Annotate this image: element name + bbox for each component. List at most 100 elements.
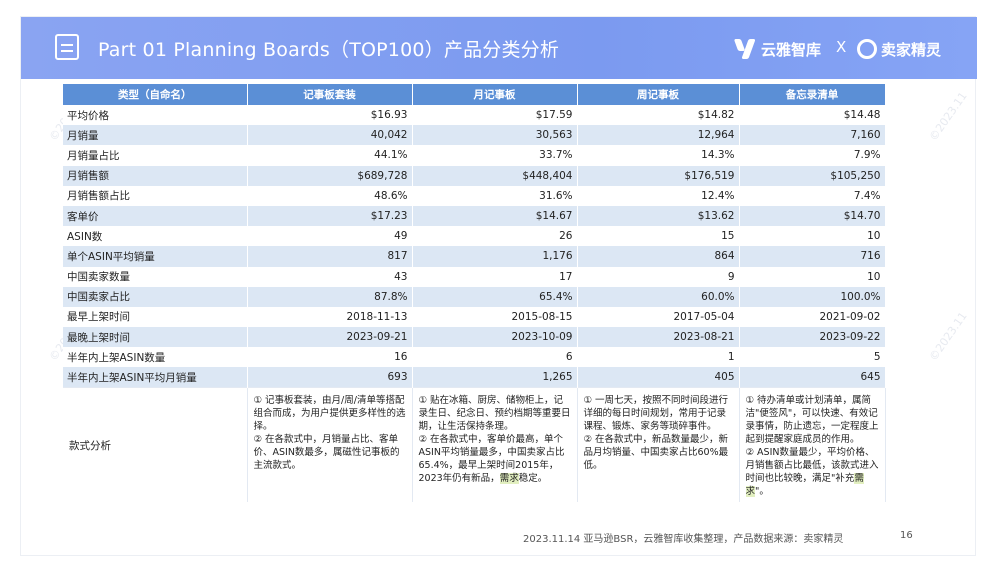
note-point: ② 在各款式中，客单价最高，单个ASIN平均销量最多，中国卖家占比65.4%，最… (419, 433, 573, 485)
table-cell: 43 (247, 266, 413, 287)
row-label: 月销售额 (63, 165, 248, 186)
table-cell: 6 (412, 347, 578, 368)
table-cell: 16 (247, 347, 413, 368)
table-cell: 645 (739, 367, 886, 388)
table-cell: 60.0% (577, 286, 740, 307)
table-cell: 405 (577, 367, 740, 388)
table-cell: $14.82 (577, 105, 740, 126)
row-label: 单个ASIN平均销量 (63, 246, 248, 267)
table-cell: 2021-09-02 (739, 306, 886, 328)
table-cell: 2018-11-13 (247, 306, 413, 328)
table-cell: 48.6% (247, 185, 413, 206)
table-cell: 1,265 (412, 367, 578, 388)
note-text: 稳定。 (518, 473, 548, 485)
row-label: 客单价 (63, 205, 248, 227)
note-point: ① 记事板套装，由月/周/清单等搭配组合而成，为用户提供更多样性的选择。 (253, 395, 406, 433)
table-cell: 716 (739, 246, 886, 267)
table-cell: 33.7% (412, 145, 578, 166)
table-cell: 2023-10-09 (412, 327, 578, 348)
table-cell: 2023-09-22 (739, 327, 886, 348)
row-label: 中国卖家数量 (63, 266, 248, 287)
table-cell: 30,563 (412, 125, 578, 146)
table-cell: 17 (412, 266, 578, 287)
table-cell: $17.59 (412, 105, 578, 126)
analysis-note: ① 一周七天，按照不同时间段进行详细的每日时间规划，常用于记录课程、锻炼、家务等… (577, 387, 740, 503)
analysis-note: ① 贴在冰箱、厨房、储物柜上，记录生日、纪念日、预约档期等重要日期，让生活保持条… (412, 387, 578, 503)
table-row: 客单价 $17.23 $14.67 $13.62 $14.70 (63, 205, 886, 227)
note-text: ② 在各款式中，客单价最高，单个ASIN平均销量最多，中国卖家占比65.4%，最… (418, 434, 565, 485)
note-point: ① 一周七天，按照不同时间段进行详细的每日时间规划，常用于记录课程、锻炼、家务等… (583, 395, 729, 433)
table-cell: 7,160 (739, 125, 886, 146)
table-cell: 87.8% (247, 286, 413, 307)
brand-separator: X (836, 38, 847, 56)
table-header-row: 类型（自命名） 记事板套装 月记事板 周记事板 备忘录清单 (63, 84, 886, 105)
column-header: 备忘录清单 (739, 84, 886, 105)
style-analysis-row: 款式分析 ① 记事板套装，由月/周/清单等搭配组合而成，为用户提供更多样性的选择… (63, 387, 886, 503)
row-label: 最早上架时间 (63, 306, 248, 328)
table-cell: 26 (412, 226, 578, 247)
brand-maijia-label: 卖家精灵 (881, 40, 942, 59)
table-cell: 2023-08-21 (577, 327, 740, 348)
row-label: 最晚上架时间 (63, 327, 248, 348)
table-cell: $689,728 (247, 165, 413, 186)
row-label: 半年内上架ASIN数量 (63, 347, 248, 368)
table-cell: $14.48 (739, 105, 886, 126)
table-cell: $16.93 (247, 105, 413, 126)
column-header: 记事板套装 (247, 84, 413, 105)
table-cell: 10 (739, 226, 886, 247)
brand-yunya: 云雅智库 (734, 37, 821, 61)
header-bar: Part 01 Planning Boards（TOP100）产品分类分析 云雅… (21, 17, 977, 79)
source-footnote: 2023.11.14 亚马逊BSR，云雅智库收集整理，产品数据来源：卖家精灵 (523, 534, 844, 545)
table-row: 月销售额 $689,728 $448,404 $176,519 $105,250 (63, 165, 886, 186)
note-point: ② 在各款式中，新品数量最少，新品月均销量、中国卖家占比60%最低。 (583, 434, 729, 472)
note-point: ② 在各款式中，月销量占比、客单价、ASIN数最多，属磁性记事板的主流款式。 (253, 434, 400, 472)
table-cell: $13.62 (577, 205, 740, 227)
table-row: 中国卖家数量 43 17 9 10 (63, 266, 886, 287)
row-label: 中国卖家占比 (63, 286, 248, 307)
table-row: 月销量 40,042 30,563 12,964 7,160 (63, 125, 886, 146)
page-title: Part 01 Planning Boards（TOP100）产品分类分析 (98, 39, 560, 61)
table-cell: $14.67 (412, 205, 578, 227)
table-row: 平均价格 $16.93 $17.59 $14.82 $14.48 (63, 105, 886, 126)
table-cell: 10 (739, 266, 886, 287)
table-cell: 693 (247, 367, 413, 388)
table-cell: 1 (577, 347, 740, 368)
table-cell: $14.70 (739, 205, 886, 227)
table-cell: 5 (739, 347, 886, 368)
table-cell: $448,404 (412, 165, 578, 186)
table-cell: 12,964 (577, 125, 740, 146)
row-label: 月销售额占比 (63, 185, 248, 206)
brand-maijia: 卖家精灵 (857, 37, 941, 61)
table-cell: 14.3% (577, 145, 740, 166)
note-point: ② ASIN数量最少，平均价格、月销售额占比最低，该款式进入时间也比较晚，满足"… (745, 446, 881, 498)
table-cell: 31.6% (412, 185, 578, 206)
table-cell: 15 (577, 226, 740, 247)
note-point: ① 贴在冰箱、厨房、储物柜上，记录生日、纪念日、预约档期等重要日期，让生活保持条… (418, 395, 571, 433)
table-cell: 2023-09-21 (247, 327, 413, 348)
page-number: 16 (900, 530, 913, 541)
table-cell: $105,250 (739, 165, 886, 186)
table-cell: 9 (577, 266, 740, 287)
table-cell: 817 (247, 246, 413, 267)
column-header: 周记事板 (577, 84, 740, 105)
yunya-logo-icon (734, 38, 756, 60)
table-cell: 7.9% (739, 145, 886, 166)
table-row: ASIN数 49 26 15 10 (63, 226, 886, 247)
table-cell: 49 (247, 226, 413, 247)
note-text: ② ASIN数量最少，平均价格、月销售额占比最低，该款式进入时间也比较晚，满足"… (745, 447, 879, 485)
table-cell: $176,519 (577, 165, 740, 186)
note-text: "。 (755, 486, 769, 498)
analysis-note: ① 待办清单或计划清单，属简洁"便签风"，可以快速、有效记录事情，防止遗忘，一定… (739, 387, 886, 503)
table-row: 月销量占比 44.1% 33.7% 14.3% 7.9% (63, 145, 886, 166)
table-cell: $17.23 (247, 205, 413, 227)
row-label: 平均价格 (63, 105, 248, 126)
column-header: 类型（自命名） (63, 84, 248, 105)
table-row: 月销售额占比 48.6% 31.6% 12.4% 7.4% (63, 185, 886, 206)
table-cell: 1,176 (412, 246, 578, 267)
row-label: 款式分析 (63, 387, 248, 503)
product-category-table: 类型（自命名） 记事板套装 月记事板 周记事板 备忘录清单 平均价格 $16.9… (63, 84, 886, 503)
row-label: ASIN数 (63, 226, 248, 247)
maijia-logo-icon (857, 39, 877, 59)
note-point: ① 待办清单或计划清单，属简洁"便签风"，可以快速、有效记录事情，防止遗忘，一定… (745, 395, 879, 446)
table-row: 单个ASIN平均销量 817 1,176 864 716 (63, 246, 886, 267)
